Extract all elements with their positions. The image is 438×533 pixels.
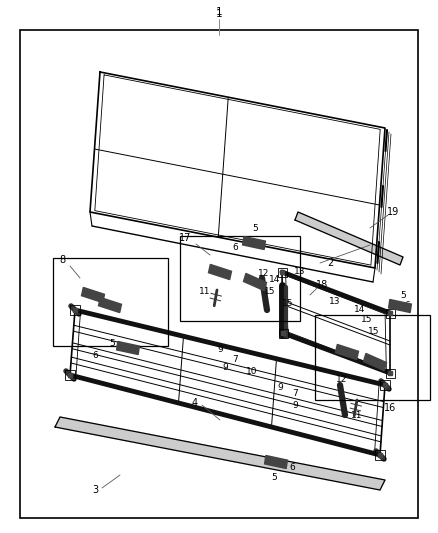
Text: 5: 5: [109, 338, 115, 348]
Polygon shape: [389, 300, 411, 312]
Text: 7: 7: [232, 356, 238, 365]
Text: 13: 13: [294, 266, 306, 276]
Polygon shape: [364, 353, 386, 370]
Polygon shape: [208, 264, 232, 280]
Text: 6: 6: [289, 464, 295, 472]
Polygon shape: [383, 383, 387, 387]
Polygon shape: [388, 371, 392, 375]
Text: 19: 19: [387, 207, 399, 217]
Polygon shape: [243, 237, 265, 249]
Text: 13: 13: [329, 297, 341, 306]
Text: 17: 17: [179, 233, 191, 243]
Bar: [386, 309, 395, 318]
Text: 11: 11: [199, 287, 211, 296]
Text: 6: 6: [92, 351, 98, 360]
Text: 8: 8: [59, 255, 65, 265]
Text: 2: 2: [327, 258, 333, 268]
Polygon shape: [73, 308, 77, 312]
Bar: [315, 315, 430, 400]
Text: 1: 1: [215, 7, 223, 17]
Text: 16: 16: [384, 403, 396, 413]
Text: 6: 6: [404, 302, 410, 311]
Text: 9: 9: [277, 384, 283, 392]
Polygon shape: [55, 417, 385, 490]
Text: 12: 12: [336, 376, 348, 384]
Text: 15: 15: [361, 316, 373, 325]
Polygon shape: [244, 273, 266, 290]
Polygon shape: [68, 373, 72, 377]
Bar: [386, 369, 395, 378]
Bar: [53, 258, 168, 346]
Text: 10: 10: [246, 367, 258, 376]
Text: 11: 11: [351, 410, 363, 419]
Bar: [380, 380, 390, 390]
Text: 9: 9: [222, 364, 228, 373]
Text: 5: 5: [252, 223, 258, 232]
Text: 6: 6: [232, 244, 238, 253]
Text: 14: 14: [354, 305, 366, 314]
Polygon shape: [117, 342, 139, 354]
Text: 15: 15: [282, 298, 294, 308]
Text: 9: 9: [217, 345, 223, 354]
Polygon shape: [81, 287, 105, 303]
Polygon shape: [265, 456, 287, 469]
Bar: [375, 450, 385, 460]
Polygon shape: [281, 331, 285, 335]
Text: 1: 1: [215, 9, 223, 19]
Text: 5: 5: [400, 292, 406, 301]
Text: 3: 3: [92, 485, 98, 495]
Polygon shape: [280, 270, 284, 274]
Text: 18: 18: [316, 280, 328, 290]
Text: 4: 4: [192, 398, 198, 408]
Bar: [70, 305, 80, 315]
Polygon shape: [378, 453, 382, 457]
Bar: [180, 236, 300, 321]
Text: 15: 15: [264, 287, 276, 296]
Text: 12: 12: [258, 269, 270, 278]
Text: 7: 7: [292, 389, 298, 398]
Text: 15: 15: [368, 327, 380, 336]
Bar: [65, 370, 75, 380]
Text: 14: 14: [269, 276, 281, 285]
Bar: [279, 329, 288, 338]
Polygon shape: [388, 311, 392, 315]
Polygon shape: [99, 297, 121, 312]
Bar: [278, 268, 287, 277]
Text: 5: 5: [271, 473, 277, 482]
Polygon shape: [336, 344, 358, 360]
Polygon shape: [295, 212, 403, 265]
Text: 9: 9: [292, 400, 298, 409]
